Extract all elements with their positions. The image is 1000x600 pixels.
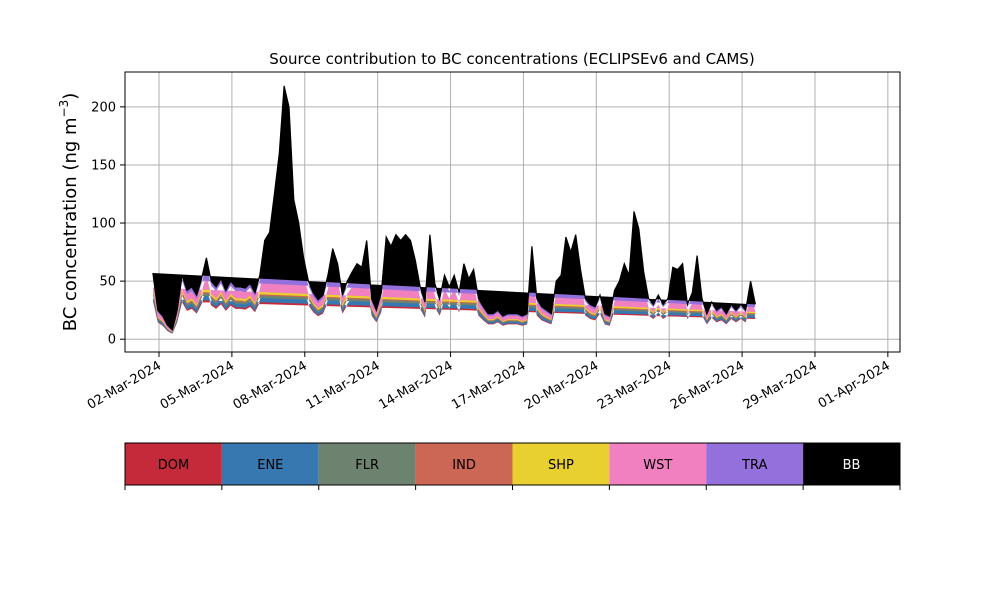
- x-tick-label-9: 29-Mar-2024: [741, 358, 820, 412]
- y-axis-label-main: BC concentration (ng m: [60, 117, 81, 331]
- x-tick-label-2: 08-Mar-2024: [231, 358, 310, 412]
- legend-label-ind: IND: [452, 458, 476, 473]
- x-tick-label-10: 01-Apr-2024: [816, 358, 893, 411]
- x-axis: 02-Mar-202405-Mar-202408-Mar-202411-Mar-…: [85, 352, 893, 413]
- legend-label-flr: FLR: [355, 458, 379, 473]
- stacked-areas: [152, 85, 756, 334]
- y-axis-label-superscript: −3: [57, 100, 71, 118]
- legend: DOM ENE FLR IND SHP WST TRA BB: [124, 442, 901, 490]
- y-tick-label-3: 150: [91, 158, 116, 173]
- x-tick-label-7: 23-Mar-2024: [595, 358, 674, 412]
- area-bb: [152, 85, 756, 332]
- y-tick-label-4: 200: [91, 100, 116, 115]
- y-axis-label-close: ): [60, 93, 81, 100]
- x-tick-label-5: 17-Mar-2024: [449, 358, 528, 412]
- legend-swatch-tra: [706, 443, 804, 485]
- x-tick-label-6: 20-Mar-2024: [522, 358, 601, 412]
- y-tick-label-2: 100: [91, 217, 116, 232]
- y-axis-label: BC concentration (ng m−3): [57, 93, 81, 332]
- chart-title: Source contribution to BC concentrations…: [269, 50, 754, 68]
- x-tick-label-0: 02-Mar-2024: [85, 358, 164, 412]
- legend-swatch-shp: [512, 443, 610, 485]
- legend-swatch-dom: [125, 443, 222, 485]
- legend-label-tra: TRA: [741, 458, 767, 473]
- legend-label-bb: BB: [843, 458, 861, 473]
- legend-label-ene: ENE: [257, 458, 283, 473]
- x-tick-label-1: 05-Mar-2024: [158, 358, 237, 412]
- x-tick-label-4: 14-Mar-2024: [376, 358, 455, 412]
- y-tick-label-0: 0: [108, 333, 116, 348]
- legend-swatch-wst: [609, 443, 707, 485]
- legend-swatch-ene: [221, 443, 319, 485]
- legend-label-wst: WST: [643, 458, 672, 473]
- x-tick-label-3: 11-Mar-2024: [304, 358, 383, 412]
- legend-swatch-flr: [318, 443, 416, 485]
- legend-swatch-bb: [803, 443, 900, 485]
- plot-frame: [124, 71, 901, 353]
- x-tick-label-8: 26-Mar-2024: [668, 358, 747, 412]
- y-axis: 0 50 100 150 200: [91, 100, 125, 348]
- legend-label-shp: SHP: [548, 458, 574, 473]
- legend-label-dom: DOM: [158, 458, 189, 473]
- legend-swatch-ind: [415, 443, 513, 485]
- y-tick-label-1: 50: [99, 275, 116, 290]
